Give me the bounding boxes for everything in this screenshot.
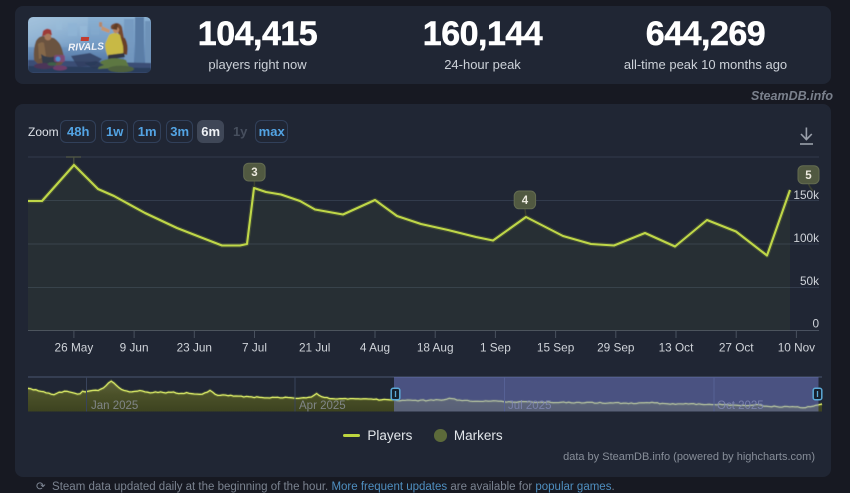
- svg-text:0: 0: [812, 317, 819, 331]
- svg-text:21 Jul: 21 Jul: [299, 341, 330, 355]
- svg-text:Jan 2025: Jan 2025: [91, 400, 138, 412]
- svg-text:13 Oct: 13 Oct: [659, 341, 694, 355]
- svg-text:18 Aug: 18 Aug: [417, 341, 454, 355]
- svg-text:100k: 100k: [793, 231, 819, 245]
- svg-text:27 Oct: 27 Oct: [719, 341, 754, 355]
- svg-text:29 Sep: 29 Sep: [597, 341, 635, 355]
- svg-text:Apr 2025: Apr 2025: [299, 400, 346, 412]
- svg-text:7 Jul: 7 Jul: [242, 341, 267, 355]
- svg-text:26 May: 26 May: [55, 341, 94, 355]
- svg-text:15 Sep: 15 Sep: [537, 341, 575, 355]
- svg-text:RIVALS: RIVALS: [68, 41, 105, 53]
- svg-text:5: 5: [805, 170, 812, 182]
- svg-text:3: 3: [251, 167, 257, 179]
- svg-text:9 Jun: 9 Jun: [120, 341, 149, 355]
- svg-text:10 Nov: 10 Nov: [778, 341, 815, 355]
- svg-text:150k: 150k: [793, 188, 819, 202]
- svg-text:4 Aug: 4 Aug: [360, 341, 390, 355]
- svg-text:4: 4: [522, 195, 529, 207]
- svg-text:1 Sep: 1 Sep: [480, 341, 511, 355]
- svg-text:23 Jun: 23 Jun: [177, 341, 212, 355]
- svg-text:50k: 50k: [800, 274, 819, 288]
